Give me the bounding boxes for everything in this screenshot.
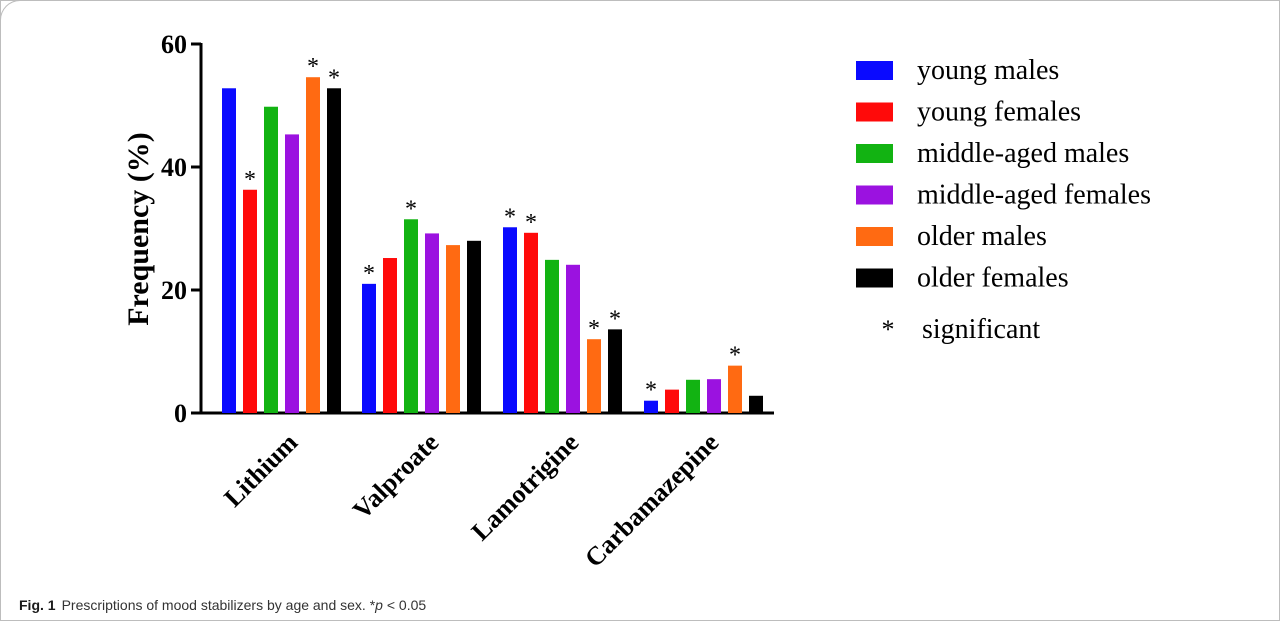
caption-p-symbol: p — [375, 597, 383, 613]
figure-caption: Fig. 1 Prescriptions of mood stabilizers … — [19, 597, 426, 613]
legend-swatch — [856, 227, 893, 246]
bar — [243, 189, 257, 413]
x-tick-label: Lithium — [218, 427, 303, 512]
bar — [362, 283, 376, 413]
y-axis-label: Frequency (%) — [122, 132, 155, 326]
significance-marker: * — [244, 167, 256, 193]
significance-marker: * — [609, 306, 621, 332]
bar — [327, 88, 341, 413]
significance-marker: * — [405, 196, 417, 222]
significance-marker: * — [588, 316, 600, 342]
legend-swatch — [856, 185, 893, 205]
bar — [749, 395, 763, 413]
bar — [665, 389, 679, 413]
bar — [264, 106, 278, 413]
bar — [467, 240, 481, 413]
bar — [503, 227, 517, 413]
legend-label: young females — [917, 97, 1081, 128]
bar — [608, 329, 622, 413]
significance-marker: * — [504, 204, 516, 230]
caption-threshold: < 0.05 — [382, 597, 427, 613]
bar — [587, 339, 601, 413]
bar — [644, 400, 658, 413]
legend-label: older females — [917, 263, 1069, 294]
bar — [222, 88, 236, 413]
bar — [707, 379, 721, 413]
bar — [285, 134, 299, 413]
significance-marker: * — [729, 343, 741, 369]
caption-text: Prescriptions of mood stabilizers by age… — [61, 597, 376, 613]
legend-significance-marker: * — [882, 315, 895, 344]
y-tick-label: 20 — [161, 276, 187, 305]
legend-label: middle-aged males — [917, 138, 1129, 169]
bar — [524, 232, 538, 413]
bar — [686, 379, 700, 413]
bar-chart: 0 20 40 60 Frequency (%) * * * * * * * * * * * Lithium Va… — [122, 30, 1151, 573]
bar — [545, 259, 559, 413]
x-tick-label: Valproate — [347, 428, 444, 525]
legend-label: young males — [917, 55, 1059, 86]
x-tick-label: Carbamazepine — [579, 428, 724, 573]
y-tick-label: 60 — [161, 30, 187, 59]
legend-swatch — [856, 102, 893, 122]
significance-marker: * — [525, 210, 537, 236]
legend-swatch — [856, 61, 893, 80]
significance-marker: * — [328, 65, 340, 91]
y-tick-label: 40 — [161, 153, 187, 182]
legend-label: middle-aged females — [917, 180, 1151, 211]
bar — [404, 219, 418, 413]
bar — [446, 245, 460, 413]
bar — [383, 258, 397, 413]
bar — [566, 264, 580, 413]
legend-label: older males — [917, 221, 1047, 252]
caption-label: Fig. 1 — [19, 597, 56, 613]
x-tick-label: Lamotrigine — [466, 428, 585, 547]
legend-swatch — [856, 268, 893, 288]
y-tick-label: 0 — [174, 399, 187, 428]
legend-swatch — [856, 144, 893, 163]
bar — [425, 233, 439, 413]
significance-marker: * — [645, 378, 657, 404]
bar — [306, 77, 320, 414]
significance-marker: * — [307, 54, 319, 80]
legend-significance-label: significant — [922, 314, 1040, 345]
bar — [728, 365, 742, 413]
significance-marker: * — [363, 261, 375, 287]
